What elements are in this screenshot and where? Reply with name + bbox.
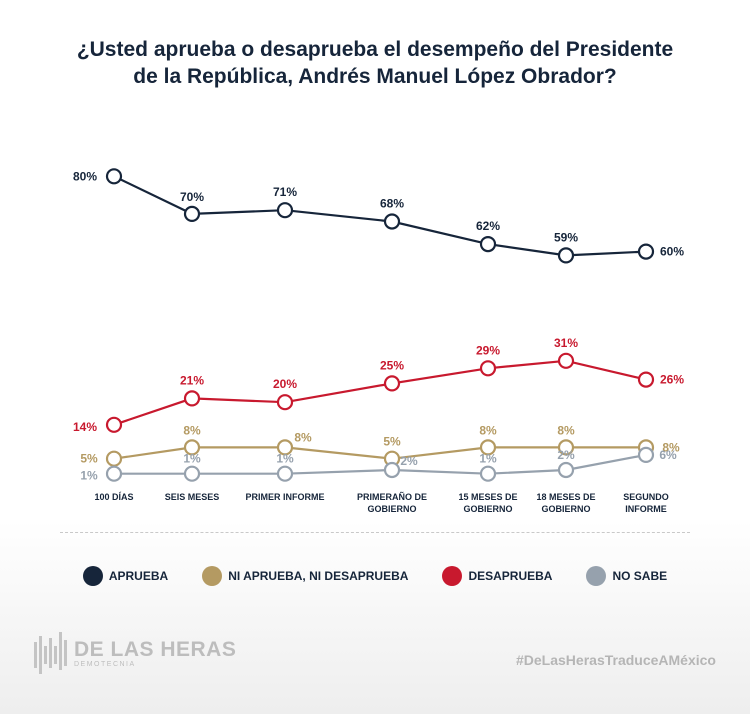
legend-label: DESAPRUEBA bbox=[468, 569, 553, 583]
data-point-desaprueba bbox=[557, 352, 575, 369]
legend-swatch bbox=[442, 566, 463, 586]
data-point-ni-aprueba bbox=[183, 439, 201, 456]
series-aprueba: 80% 70% 71% 68% 62% 59% 60% bbox=[73, 168, 684, 264]
data-label-ni-aprueba: 8% bbox=[479, 423, 497, 437]
series-ni-aprueba: 5% 8% 8% 5% 8% 8% 8% bbox=[80, 423, 680, 467]
x-tick-label: GOBIERNO bbox=[367, 504, 416, 514]
data-label-aprueba: 60% bbox=[660, 245, 684, 259]
legend-item-no-sabe: NO SABE bbox=[586, 566, 667, 586]
legend-item-desaprueba: DESAPRUEBA bbox=[442, 566, 552, 586]
data-point-ni-aprueba bbox=[276, 439, 294, 456]
chart-title: ¿Usted aprueba o desaprueba el desempeño… bbox=[0, 36, 750, 90]
data-label-ni-aprueba: 8% bbox=[294, 430, 312, 444]
data-label-desaprueba: 14% bbox=[73, 420, 97, 434]
x-tick-label: GOBIERNO bbox=[541, 504, 590, 514]
title-line-1: ¿Usted aprueba o desaprueba el desempeño… bbox=[76, 38, 674, 61]
brand-logo: DE LAS HERAS DEMOTECNIA bbox=[34, 632, 236, 674]
x-tick-label: INFORME bbox=[625, 504, 667, 514]
x-tick-label: SEIS MESES bbox=[165, 492, 220, 502]
data-point-aprueba bbox=[383, 213, 401, 230]
data-point-desaprueba bbox=[637, 371, 655, 388]
data-point-ni-aprueba bbox=[479, 439, 497, 456]
data-label-desaprueba: 20% bbox=[273, 377, 297, 391]
data-point-ni-aprueba bbox=[557, 439, 575, 456]
data-point-desaprueba bbox=[105, 416, 123, 433]
data-point-no-sabe bbox=[383, 461, 401, 479]
series-desaprueba: 14% 21% 20% 25% 29% 31% 26% bbox=[73, 336, 684, 434]
data-label-aprueba: 62% bbox=[476, 219, 500, 233]
title-line-2: de la República, Andrés Manuel López Obr… bbox=[133, 65, 617, 88]
data-label-no-sabe: 2% bbox=[400, 454, 418, 468]
divider bbox=[60, 532, 690, 533]
data-label-no-sabe: 2% bbox=[557, 448, 575, 462]
data-label-ni-aprueba: 8% bbox=[183, 423, 201, 437]
data-label-desaprueba: 31% bbox=[554, 336, 578, 350]
legend-item-ni-aprueba: NI APRUEBA, NI DESAPRUEBA bbox=[202, 566, 408, 586]
data-label-aprueba: 70% bbox=[180, 190, 204, 204]
legend-label: NO SABE bbox=[612, 569, 668, 583]
data-point-aprueba bbox=[276, 202, 294, 219]
data-label-desaprueba: 29% bbox=[476, 343, 500, 357]
data-label-ni-aprueba: 5% bbox=[383, 435, 401, 449]
data-label-desaprueba: 21% bbox=[180, 373, 204, 387]
data-label-ni-aprueba: 8% bbox=[662, 440, 680, 454]
data-label-aprueba: 59% bbox=[554, 230, 578, 244]
legend-swatch bbox=[202, 566, 223, 586]
data-point-desaprueba bbox=[183, 390, 201, 407]
data-label-desaprueba: 26% bbox=[660, 373, 684, 387]
x-tick-label: 18 MESES DE bbox=[536, 492, 595, 502]
data-point-no-sabe bbox=[183, 465, 201, 482]
x-tick-label: 15 MESES DE bbox=[458, 492, 517, 502]
data-label-aprueba: 68% bbox=[380, 197, 404, 211]
legend-swatch bbox=[586, 566, 607, 586]
data-label-no-sabe: 6% bbox=[659, 448, 677, 462]
x-tick-label: PRIMER INFORME bbox=[245, 492, 324, 502]
legend-swatch bbox=[82, 566, 103, 586]
data-label-aprueba: 80% bbox=[73, 169, 97, 183]
data-label-aprueba: 71% bbox=[273, 185, 297, 199]
data-point-aprueba bbox=[557, 247, 575, 264]
data-point-aprueba bbox=[183, 205, 201, 222]
data-point-desaprueba bbox=[479, 360, 497, 377]
data-label-no-sabe: 1% bbox=[479, 452, 497, 466]
hashtag: #DeLasHerasTraduceAMéxico bbox=[516, 652, 716, 668]
legend-item-aprueba: APRUEBA bbox=[82, 566, 169, 586]
data-point-aprueba bbox=[479, 236, 497, 253]
brand-mark-icon bbox=[34, 632, 67, 674]
data-point-aprueba bbox=[637, 243, 655, 260]
x-tick-label: SEGUNDO bbox=[623, 492, 669, 502]
series-no-sabe: 1% 1% 1% 2% 1% 2% 6% bbox=[80, 446, 677, 483]
x-tick-label: GOBIERNO bbox=[463, 504, 512, 514]
data-point-no-sabe bbox=[557, 461, 575, 479]
data-point-no-sabe bbox=[276, 465, 294, 482]
data-label-ni-aprueba: 5% bbox=[80, 452, 98, 466]
x-tick-label: 100 DÍAS bbox=[94, 492, 133, 502]
data-point-desaprueba bbox=[383, 375, 401, 392]
legend: APRUEBA NI APRUEBA, NI DESAPRUEBA DESAPRUE… bbox=[0, 566, 750, 586]
data-point-no-sabe bbox=[637, 446, 655, 463]
legend-label: NI APRUEBA, NI DESAPRUEBA bbox=[228, 569, 409, 583]
brand-subtitle: DEMOTECNIA bbox=[74, 660, 136, 668]
brand-name: DE LAS HERAS bbox=[74, 637, 237, 661]
x-tick-label: PRIMERAÑO DE bbox=[357, 492, 427, 502]
data-label-ni-aprueba: 8% bbox=[557, 423, 575, 437]
data-point-aprueba bbox=[105, 168, 123, 185]
data-label-no-sabe: 1% bbox=[276, 452, 294, 466]
data-point-no-sabe bbox=[105, 465, 123, 482]
data-point-ni-aprueba bbox=[105, 450, 123, 467]
data-point-no-sabe bbox=[479, 465, 497, 482]
data-label-no-sabe: 1% bbox=[183, 452, 201, 466]
line-chart: 80% 70% 71% 68% 62% 59% 60% 5% 8% 8% 5% 8% 8% 8% 14% 21… bbox=[73, 168, 684, 514]
data-label-no-sabe: 1% bbox=[80, 469, 98, 483]
legend-label: APRUEBA bbox=[108, 569, 169, 583]
data-point-desaprueba bbox=[276, 394, 294, 411]
data-label-desaprueba: 25% bbox=[380, 358, 404, 372]
